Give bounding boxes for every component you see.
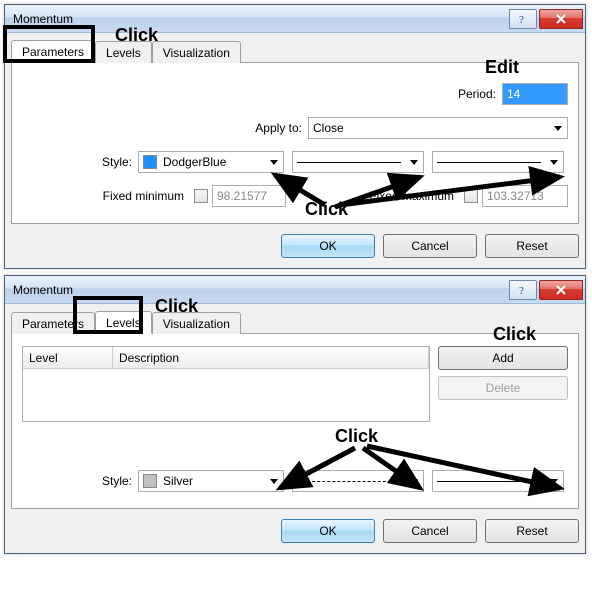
svg-text:?: ?	[519, 285, 524, 296]
close-button[interactable]	[539, 9, 583, 29]
period-input[interactable]	[502, 83, 568, 105]
color-swatch	[143, 155, 157, 169]
chevron-down-icon	[265, 152, 283, 172]
add-button[interactable]: Add	[438, 346, 568, 370]
help-button[interactable]: ?	[509, 9, 537, 29]
period-label: Period:	[458, 87, 502, 101]
tab-parameters[interactable]: Parameters	[11, 312, 95, 334]
titlebar: Momentum ?	[5, 5, 585, 33]
fixed-min-label: Fixed minimum	[22, 189, 190, 203]
tab-visualization[interactable]: Visualization	[152, 312, 241, 334]
chevron-down-icon	[545, 471, 563, 491]
tab-parameters[interactable]: Parameters	[11, 40, 95, 63]
list-header: Level Description	[23, 347, 429, 369]
cancel-button[interactable]: Cancel	[383, 234, 477, 258]
window-body: Parameters Levels Visualization Period: …	[5, 33, 585, 224]
reset-button[interactable]: Reset	[485, 234, 579, 258]
style-width-combo[interactable]	[432, 151, 564, 173]
style-width-combo[interactable]	[432, 470, 564, 492]
color-swatch	[143, 474, 157, 488]
tabbar: Parameters Levels Visualization	[11, 310, 579, 334]
line-preview	[297, 481, 401, 482]
chevron-down-icon	[265, 471, 283, 491]
reset-button[interactable]: Reset	[485, 519, 579, 543]
fixed-max-input[interactable]	[482, 185, 568, 207]
line-preview	[437, 162, 541, 163]
chevron-down-icon	[405, 152, 423, 172]
fixed-max-label: Fixed maximum	[369, 189, 460, 203]
style-line-combo[interactable]	[292, 470, 424, 492]
tab-content-parameters: Period: Apply to: Close Style: DodgerBlu…	[11, 63, 579, 224]
line-preview	[437, 481, 541, 482]
dialog-parameters: Momentum ? Parameters Levels Visualizati…	[4, 4, 586, 269]
col-level[interactable]: Level	[23, 347, 113, 368]
side-buttons: Add Delete	[430, 346, 568, 422]
chevron-down-icon	[545, 152, 563, 172]
fixed-max-checkbox[interactable]	[464, 189, 478, 203]
window-body: Parameters Levels Visualization Level De…	[5, 304, 585, 509]
tabbar: Parameters Levels Visualization	[11, 39, 579, 63]
col-description[interactable]: Description	[113, 347, 429, 368]
svg-text:?: ?	[519, 14, 524, 25]
help-button[interactable]: ?	[509, 280, 537, 300]
style-label: Style:	[22, 474, 138, 488]
ok-button[interactable]: OK	[281, 519, 375, 543]
style-line-combo[interactable]	[292, 151, 424, 173]
applyto-combo[interactable]: Close	[308, 117, 568, 139]
close-button[interactable]	[539, 280, 583, 300]
tab-visualization[interactable]: Visualization	[152, 41, 241, 63]
window-title: Momentum	[5, 12, 509, 26]
titlebar: Momentum ?	[5, 276, 585, 304]
tab-content-levels: Level Description Add Delete Style: Silv…	[11, 334, 579, 509]
ok-button[interactable]: OK	[281, 234, 375, 258]
dialog-levels: Momentum ? Parameters Levels Visualizati…	[4, 275, 586, 554]
tab-levels[interactable]: Levels	[95, 311, 152, 334]
tab-levels[interactable]: Levels	[95, 41, 152, 63]
line-preview	[297, 162, 401, 163]
fixed-min-checkbox[interactable]	[194, 189, 208, 203]
style-label: Style:	[22, 155, 138, 169]
cancel-button[interactable]: Cancel	[383, 519, 477, 543]
button-row: OK Cancel Reset	[5, 509, 585, 553]
delete-button: Delete	[438, 376, 568, 400]
style-color-combo[interactable]: Silver	[138, 470, 284, 492]
window-title: Momentum	[5, 283, 509, 297]
applyto-label: Apply to:	[255, 121, 308, 135]
style-color-combo[interactable]: DodgerBlue	[138, 151, 284, 173]
chevron-down-icon	[405, 471, 423, 491]
chevron-down-icon	[549, 118, 567, 138]
levels-list[interactable]: Level Description	[22, 346, 430, 422]
fixed-min-input[interactable]	[212, 185, 286, 207]
button-row: OK Cancel Reset	[5, 224, 585, 268]
